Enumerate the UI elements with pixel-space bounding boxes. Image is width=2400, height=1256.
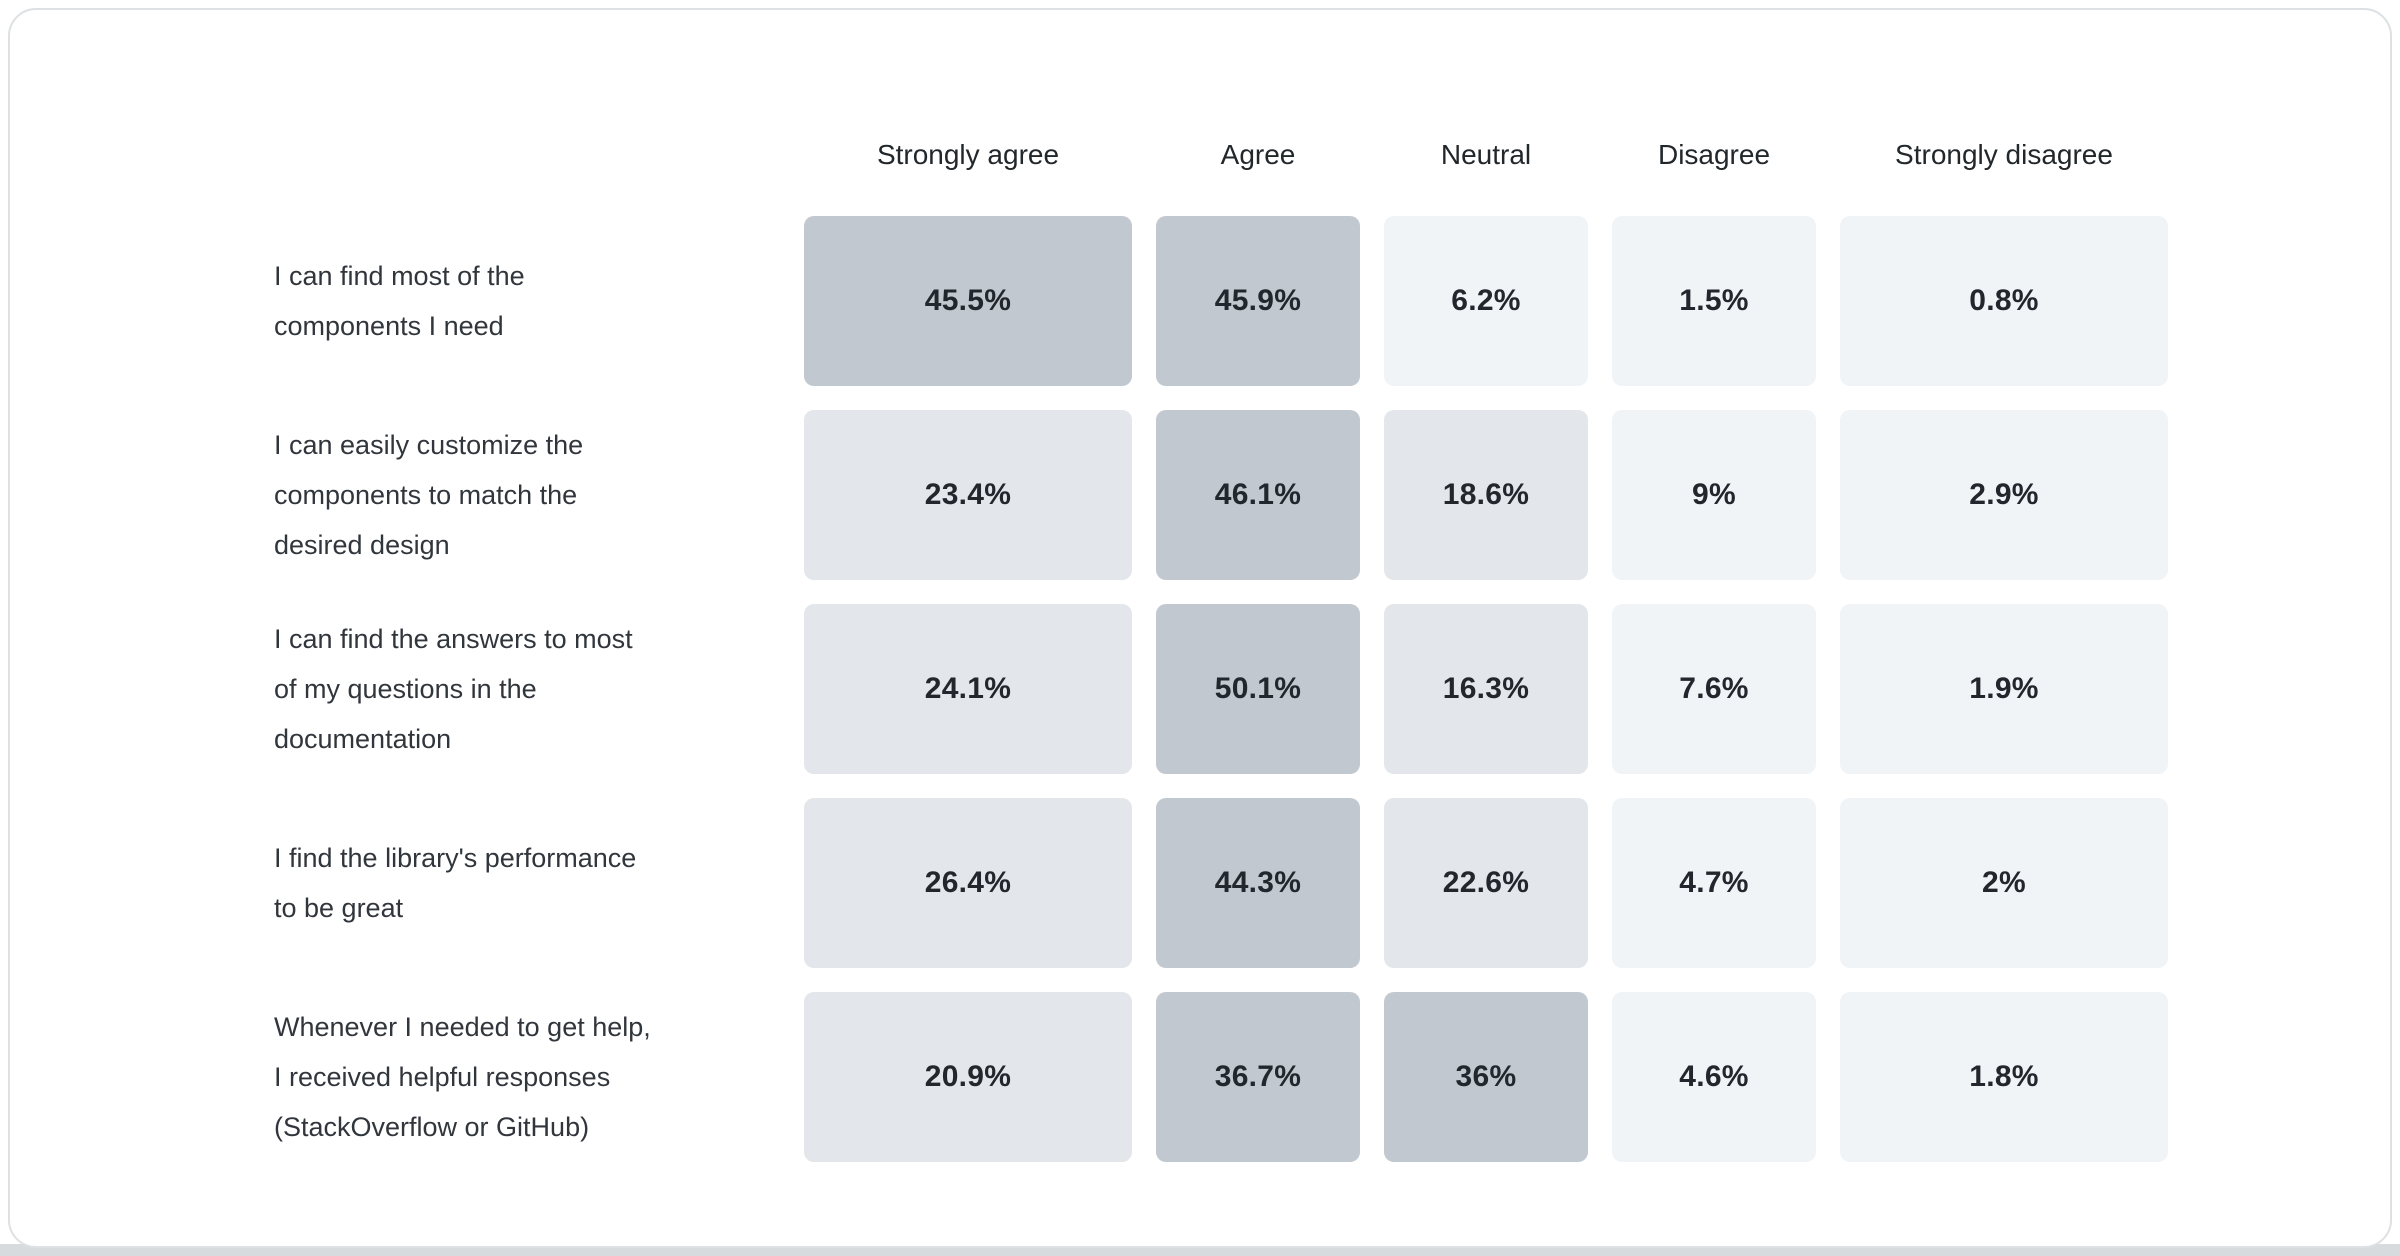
column-header-strongly-agree: Strongly agree	[876, 139, 1060, 170]
heatmap-cell-r4-neutral: 22.6%	[1384, 798, 1588, 968]
heatmap-cell-r3-neutral: 16.3%	[1384, 604, 1588, 774]
row-label-1: I can find most of the components I need	[274, 261, 525, 341]
row-label-4: I find the library's performance to be g…	[274, 843, 637, 923]
row-label-2: I can easily customize the components to…	[274, 430, 584, 560]
column-header-neutral: Neutral	[1440, 139, 1532, 170]
heatmap-cell-r2-strongly-agree: 23.4%	[804, 410, 1132, 580]
column-header-agree: Agree	[1220, 139, 1296, 170]
heatmap-cell-r4-agree: 44.3%	[1156, 798, 1360, 968]
heatmap-cell-r1-strongly-agree: 45.5%	[804, 216, 1132, 386]
heatmap-cell-r5-disagree: 4.6%	[1612, 992, 1816, 1162]
heatmap-cell-r5-neutral: 36%	[1384, 992, 1588, 1162]
heatmap-cell-r4-disagree: 4.7%	[1612, 798, 1816, 968]
column-header-disagree: Disagree	[1657, 139, 1771, 170]
row-label-3: I can find the answers to most of my que…	[274, 624, 633, 754]
heatmap-cell-r3-strongly-agree: 24.1%	[804, 604, 1132, 774]
heatmap-cell-r3-strongly-disagree: 1.9%	[1840, 604, 2168, 774]
heatmap-cell-r4-strongly-agree: 26.4%	[804, 798, 1132, 968]
heatmap-cell-r2-neutral: 18.6%	[1384, 410, 1588, 580]
heatmap-cell-r5-agree: 36.7%	[1156, 992, 1360, 1162]
heatmap-cell-r4-strongly-disagree: 2%	[1840, 798, 2168, 968]
column-header-strongly-disagree: Strongly disagree	[1895, 139, 2113, 170]
heatmap-cell-r3-disagree: 7.6%	[1612, 604, 1816, 774]
header-corner-spacer	[274, 118, 780, 192]
heatmap-cell-r2-strongly-disagree: 2.9%	[1840, 410, 2168, 580]
heatmap-cell-r5-strongly-disagree: 1.8%	[1840, 992, 2168, 1162]
heatmap-cell-r1-agree: 45.9%	[1156, 216, 1360, 386]
heatmap-cell-r1-disagree: 1.5%	[1612, 216, 1816, 386]
heatmap-cell-r3-agree: 50.1%	[1156, 604, 1360, 774]
heatmap-cell-r1-strongly-disagree: 0.8%	[1840, 216, 2168, 386]
heatmap-cell-r5-strongly-agree: 20.9%	[804, 992, 1132, 1162]
row-label-5: Whenever I needed to get help, I receive…	[274, 1012, 651, 1142]
heatmap-cell-r1-neutral: 6.2%	[1384, 216, 1588, 386]
heatmap-grid: Strongly agree Agree Neutral Disagree Strong…	[274, 118, 2168, 1162]
heatmap-cell-r2-agree: 46.1%	[1156, 410, 1360, 580]
survey-card: Strongly agree Agree Neutral Disagree Strong…	[8, 8, 2392, 1248]
heatmap-cell-r2-disagree: 9%	[1612, 410, 1816, 580]
